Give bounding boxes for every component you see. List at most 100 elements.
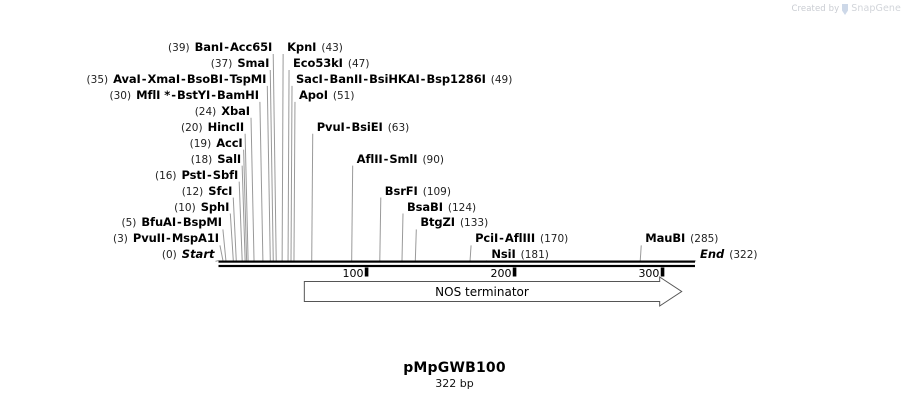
restriction-site-label[interactable]: (35) AvaI-XmaI-BsoBI-TspMI <box>87 73 267 86</box>
enzyme-separator: - <box>224 40 229 54</box>
site-position: (43) <box>321 42 343 54</box>
site-position: (10) <box>174 201 196 214</box>
restriction-site-label[interactable]: (5) BfuAI-BspMI <box>122 216 222 229</box>
restriction-site-label[interactable]: BsaBI (124) <box>407 201 476 214</box>
site-position: (181) <box>520 249 549 262</box>
ruler-tick-label: 200 <box>490 266 512 280</box>
ruler-ticks <box>364 267 665 277</box>
enzyme-separator: - <box>499 231 504 246</box>
site-position: (285) <box>690 233 719 246</box>
enzyme-name: PstI <box>181 167 207 182</box>
restriction-site-label[interactable]: SacI-BanII-BsiHKAI-Bsp1286I (49) <box>296 73 512 86</box>
enzyme-name: MspA1I <box>171 231 219 246</box>
restriction-site-label[interactable]: BtgZI (133) <box>420 216 488 229</box>
site-position: (109) <box>422 185 451 198</box>
enzyme-separator: - <box>141 71 147 86</box>
site-position: (12) <box>181 185 204 198</box>
enzyme-name: SphI <box>200 199 230 214</box>
enzyme-separator: - <box>345 119 351 134</box>
site-position: (133) <box>459 217 489 230</box>
enzyme-name: BanI <box>194 40 224 54</box>
site-position: (18) <box>190 153 213 166</box>
restriction-site-label[interactable]: (30) MflI *-BstYI-BamHI <box>110 89 259 102</box>
sequence-backbone <box>218 260 695 268</box>
site-position: (3) <box>113 233 128 246</box>
restriction-site-label[interactable]: (19) AccI <box>190 137 243 150</box>
site-position: (20) <box>181 121 203 134</box>
enzyme-name: BspMI <box>182 215 222 230</box>
snapgene-logo-icon <box>842 4 849 15</box>
restriction-site-label[interactable]: (16) PstI-SbfI <box>155 169 238 182</box>
restriction-site-label[interactable]: (12) SfcI <box>182 185 233 198</box>
site-position: (47) <box>347 57 370 70</box>
enzyme-name: BanII <box>329 71 363 86</box>
restriction-site-label[interactable]: (20) HincII <box>181 121 244 134</box>
page-title: pMpGWB100 <box>403 360 506 376</box>
enzyme-name: NsiI <box>491 247 516 262</box>
enzyme-name: BsiEI <box>351 119 383 134</box>
restriction-site-label[interactable]: ApoI (51) <box>299 89 354 102</box>
restriction-site-label[interactable]: (3) PvuII-MspA1I <box>113 232 219 245</box>
restriction-site-label[interactable]: PvuI-BsiEI (63) <box>317 121 410 134</box>
enzyme-name: BstYI <box>176 87 211 102</box>
enzyme-separator: - <box>171 87 176 102</box>
enzyme-name: SmaI <box>237 55 270 70</box>
restriction-site-label[interactable]: PciI-AflIII (170) <box>475 232 568 245</box>
restriction-site-label[interactable]: NsiI (181) <box>491 248 549 261</box>
enzyme-name: BtgZI <box>420 215 455 230</box>
enzyme-name: Bsp1286I <box>426 71 486 86</box>
site-position: (90) <box>422 153 445 166</box>
site-position: (63) <box>387 121 410 134</box>
enzyme-separator: - <box>177 215 182 230</box>
site-position: (51) <box>332 89 355 102</box>
enzyme-name: ApoI <box>298 87 328 102</box>
enzyme-separator: - <box>383 151 389 166</box>
site-position: (170) <box>540 233 569 246</box>
sequence-terminus-label[interactable]: End (322) <box>700 248 758 261</box>
restriction-site-label[interactable]: (37) SmaI <box>211 55 270 70</box>
restriction-site-label[interactable]: (39) BanI-Acc65I <box>168 41 272 54</box>
sequence-terminus-label[interactable]: (0) Start <box>162 248 215 261</box>
restriction-site-label[interactable]: (10) SphI <box>174 201 229 214</box>
enzyme-name: XmaI <box>147 71 181 86</box>
site-position: (39) <box>168 42 190 54</box>
terminus-position: (0) <box>161 249 177 262</box>
enzyme-name: MflI * <box>136 87 171 102</box>
enzyme-name: BsoBI <box>186 71 223 86</box>
enzyme-name: BsiHKAI <box>369 71 420 86</box>
site-position: (30) <box>109 89 132 102</box>
restriction-site-label[interactable]: Eco53kI (47) <box>293 57 369 70</box>
restriction-site-label[interactable]: BsrFI (109) <box>385 185 451 198</box>
enzyme-name: SacI <box>296 71 323 86</box>
enzyme-separator: - <box>420 71 426 86</box>
enzyme-name: AflII <box>356 151 383 166</box>
site-position: (124) <box>447 201 477 214</box>
watermark-prefix: Created by <box>791 3 840 14</box>
enzyme-name: SalI <box>217 151 242 166</box>
enzyme-separator: - <box>181 71 186 86</box>
restriction-site-label[interactable]: (24) XbaI <box>195 105 250 118</box>
site-position: (16) <box>154 169 177 182</box>
site-position: (49) <box>490 73 513 86</box>
enzyme-name: XbaI <box>221 103 250 118</box>
enzyme-name: AvaI <box>113 71 141 86</box>
enzyme-name: AflIII <box>504 231 536 246</box>
enzyme-name: BsrFI <box>384 183 418 198</box>
terminus-position: (322) <box>729 249 758 262</box>
feature-label: NOS terminator <box>435 284 529 299</box>
restriction-site-label[interactable]: MauBI (285) <box>645 232 718 245</box>
enzyme-name: PciI <box>475 231 499 246</box>
sequence-length: 322 bp <box>435 377 474 390</box>
enzyme-name: TspMI <box>229 71 267 86</box>
snapgene-watermark: Created by SnapGene <box>791 3 901 15</box>
restriction-site-label[interactable]: AflII-SmlI (90) <box>357 153 444 166</box>
enzyme-separator: - <box>223 71 229 86</box>
site-position: (24) <box>194 105 217 118</box>
restriction-site-label[interactable]: (18) SalI <box>190 151 242 166</box>
enzyme-name: SmlI <box>389 151 418 166</box>
enzyme-separator: - <box>211 87 216 102</box>
enzyme-name: PvuII <box>132 231 166 246</box>
ruler-tick-label: 100 <box>342 266 364 280</box>
restriction-site-label[interactable]: KpnI (43) <box>287 41 343 54</box>
